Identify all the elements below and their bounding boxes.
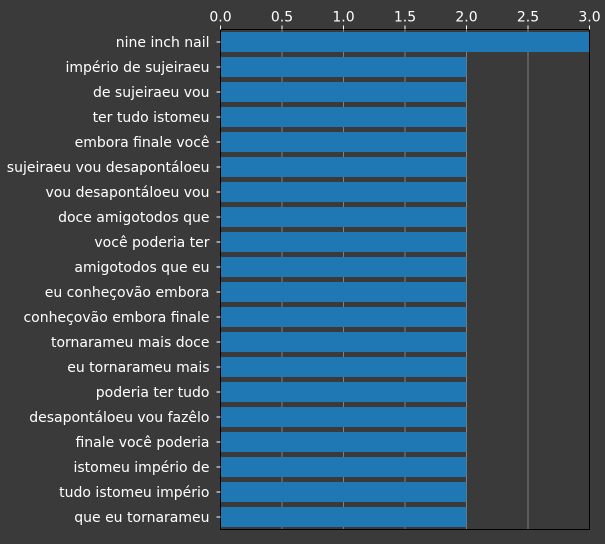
bar-2 <box>220 82 467 102</box>
bar-15 <box>220 407 467 427</box>
y-tick-label-17: istomeu império de <box>73 460 209 476</box>
y-tick-label-3: ter tudo istomeu <box>93 110 210 126</box>
y-tick-label-18: tudo istomeu império <box>59 485 209 501</box>
bar-0 <box>220 32 590 52</box>
bar-5 <box>220 157 467 177</box>
bar-13 <box>220 357 467 377</box>
y-tick-label-2: de sujeiraeu vou <box>93 85 210 101</box>
x-tick-label-0: 0.0 <box>209 10 231 26</box>
y-tick-label-16: finale você poderia <box>75 435 209 451</box>
y-tick-label-4: embora finale você <box>75 135 210 151</box>
y-tick-label-5: sujeiraeu vou desapontáloeu <box>7 160 210 176</box>
bar-12 <box>220 332 467 352</box>
y-tick-labels: nine inch nail império de sujeiraeu de suj… <box>7 35 210 526</box>
x-tick-label-2: 1.0 <box>332 10 354 26</box>
axes <box>216 25 590 530</box>
y-tick-label-1: império de sujeiraeu <box>65 60 209 76</box>
y-tick-label-0: nine inch nail <box>116 35 210 51</box>
bar-14 <box>220 382 467 402</box>
y-tick-label-15: desapontáloeu vou fazêlo <box>29 410 209 426</box>
bar-4 <box>220 132 467 152</box>
y-tick-label-9: amigotodos que eu <box>74 260 209 276</box>
bar-6 <box>220 182 467 202</box>
y-tick-label-7: doce amigotodos que <box>58 210 209 226</box>
y-tick-label-6: vou desapontáloeu vou <box>45 185 209 201</box>
y-tick-label-19: que eu tornarameu <box>74 510 209 526</box>
y-tick-label-11: conheçovão embora finale <box>23 310 209 326</box>
bar-16 <box>220 432 467 452</box>
y-tick-label-14: poderia ter tudo <box>96 385 210 401</box>
bar-17 <box>220 457 467 477</box>
bars <box>220 32 590 527</box>
y-tick-label-8: você poderia ter <box>94 235 209 251</box>
x-tick-labels: 0.0 0.5 1.0 1.5 2.0 2.5 3.0 <box>209 10 600 26</box>
bar-19 <box>220 507 467 527</box>
bar-7 <box>220 207 467 227</box>
x-tick-label-5: 2.5 <box>517 10 539 26</box>
y-tick-label-10: eu conheçovão embora <box>45 285 210 301</box>
x-tick-label-1: 0.5 <box>271 10 293 26</box>
bar-10 <box>220 282 467 302</box>
x-tick-label-6: 3.0 <box>578 10 600 26</box>
bar-8 <box>220 232 467 252</box>
x-tick-label-4: 2.0 <box>455 10 477 26</box>
bar-11 <box>220 307 467 327</box>
bar-1 <box>220 57 467 77</box>
bar-3 <box>220 107 467 127</box>
y-tick-label-12: tornarameu mais doce <box>51 335 210 351</box>
x-tick-label-3: 1.5 <box>394 10 416 26</box>
gridlines <box>220 29 590 530</box>
y-tick-label-13: eu tornarameu mais <box>67 360 209 376</box>
bar-18 <box>220 482 467 502</box>
bar-9 <box>220 257 467 277</box>
